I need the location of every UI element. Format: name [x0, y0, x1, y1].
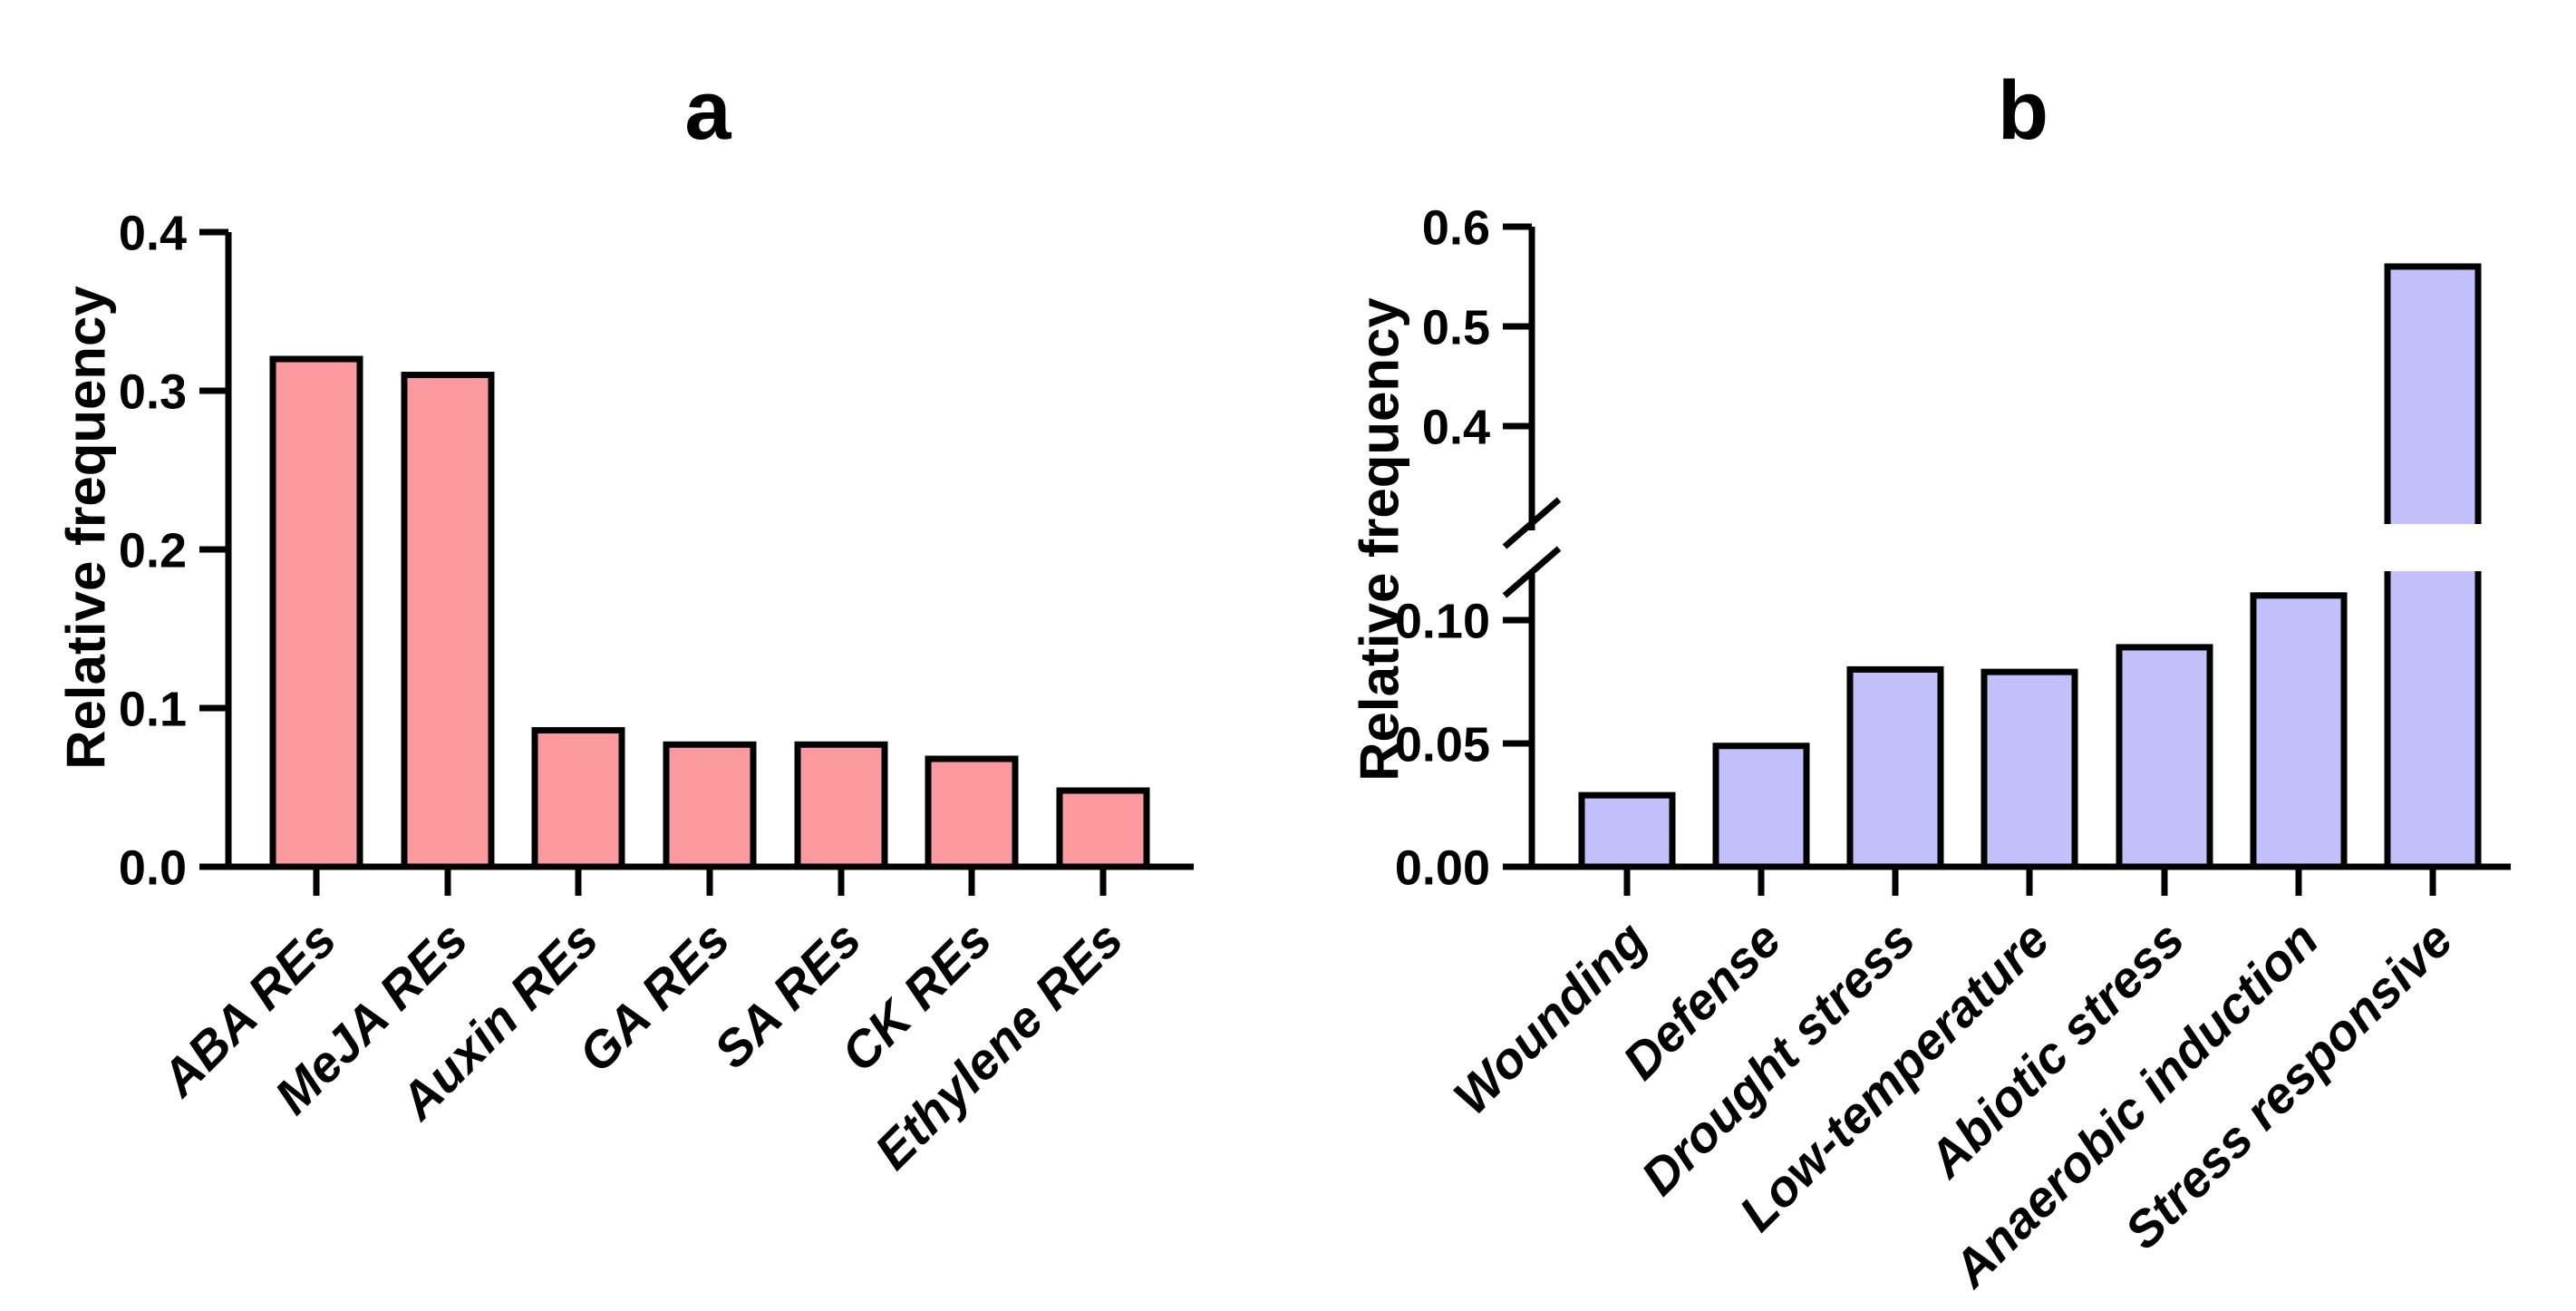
bar-Wounding — [1578, 791, 1676, 870]
y-tick-label: 0.4 — [119, 206, 187, 260]
y-tick-label: 0.5 — [1422, 300, 1490, 354]
y-tick-label: 0.2 — [119, 523, 187, 578]
y-tick-label: 0.6 — [1422, 200, 1490, 255]
bar-ABA REs — [269, 355, 363, 870]
y-tick-label: 0.10 — [1395, 594, 1490, 648]
panel-b: 0.000.050.100.40.50.6WoundingDefenseDrou… — [1395, 200, 2511, 1299]
panel-a-title: a — [684, 64, 731, 157]
bar-Abiotic stress — [2116, 644, 2213, 870]
bar-GA REs — [663, 741, 757, 870]
bar-Ethylene REs — [1056, 787, 1150, 870]
y-axis-break-slash — [1502, 546, 1562, 598]
bar-Auxin REs — [531, 727, 625, 870]
y-tick-label: 0.0 — [119, 840, 187, 895]
x-category-label: Wounding — [1442, 910, 1657, 1125]
bar-CK REs — [925, 755, 1019, 870]
panel-a-y-axis-title: Relative frequency — [55, 286, 117, 770]
panel-b-title: b — [1997, 64, 2049, 157]
y-tick-label: 0.00 — [1395, 840, 1490, 895]
bar-MeJA REs — [401, 372, 495, 870]
bar-Defense — [1712, 743, 1810, 870]
bar-Low-temperature — [1980, 668, 2078, 870]
y-tick-label: 0.3 — [119, 364, 187, 419]
y-tick-label: 0.4 — [1422, 400, 1490, 454]
bar-SA REs — [794, 741, 888, 870]
y-tick-label: 0.05 — [1395, 717, 1490, 772]
bar-Anaerobic induction — [2250, 592, 2348, 870]
bar-Drought stress — [1846, 665, 1944, 870]
bar-axis-break-gap — [2381, 524, 2484, 571]
y-tick-label: 0.1 — [119, 682, 187, 736]
panel-b-y-axis-title: Relative frequency — [1349, 297, 1410, 782]
y-axis-break-slash — [1502, 497, 1562, 549]
